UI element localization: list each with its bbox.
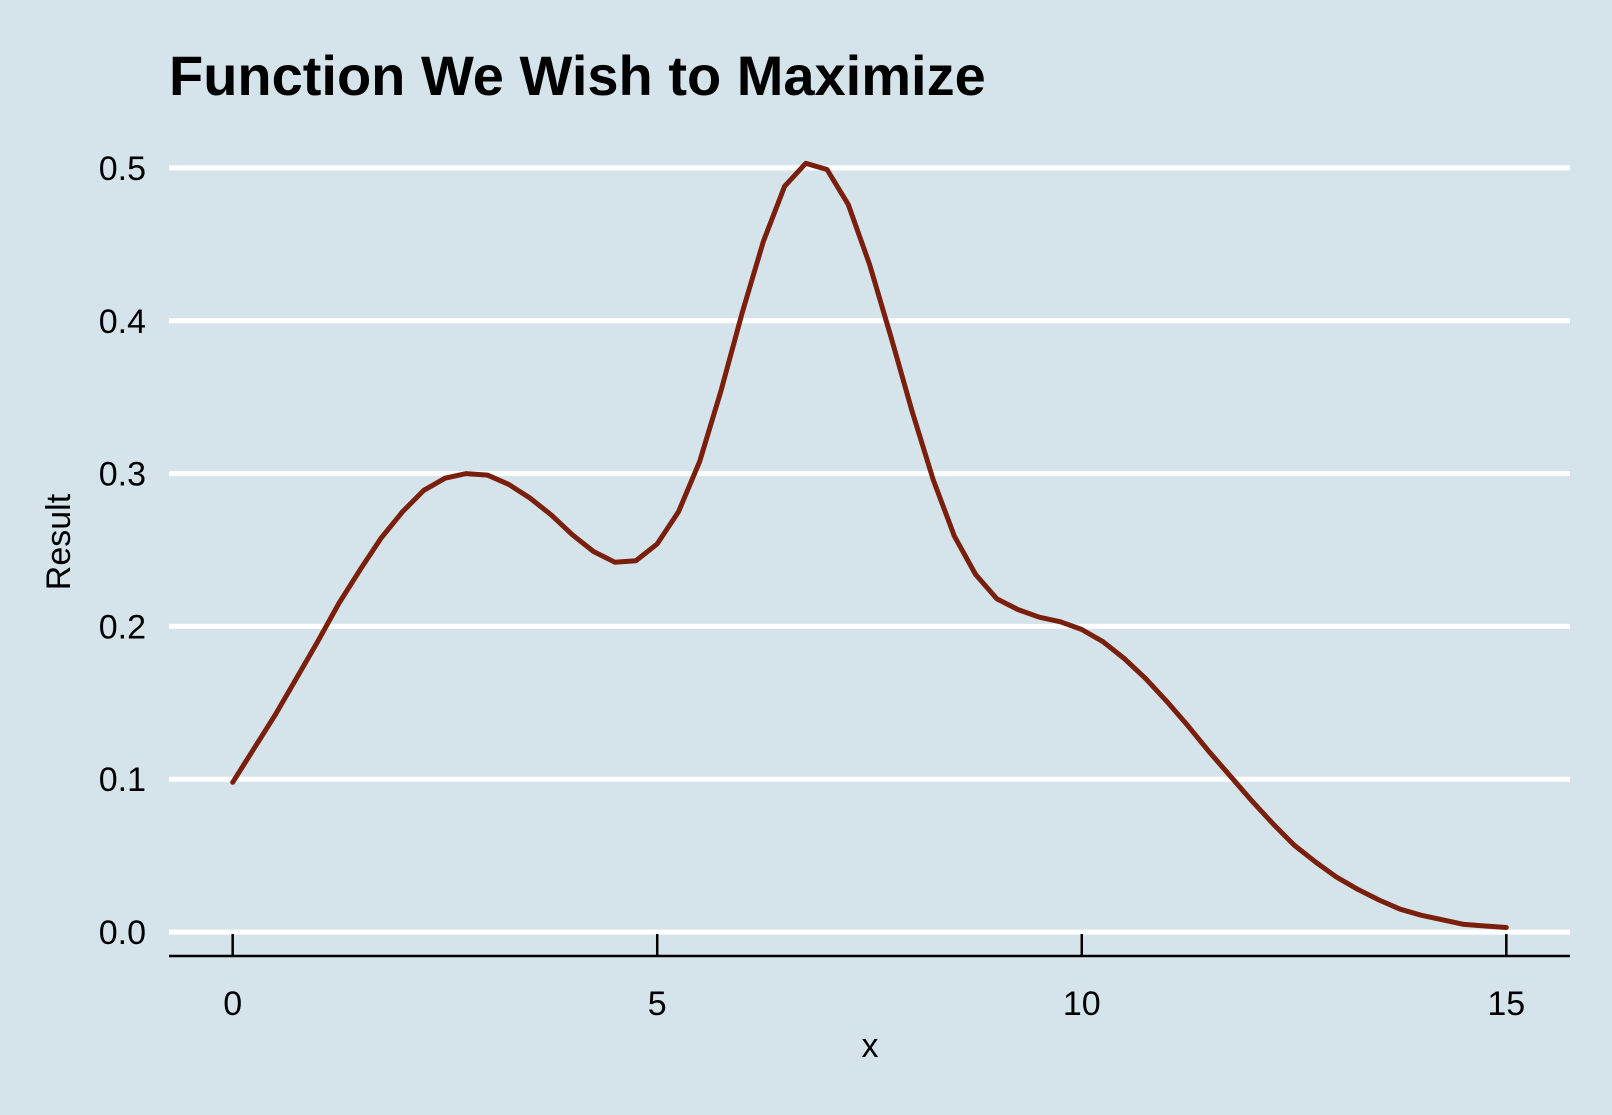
chart-title: Function We Wish to Maximize: [169, 44, 986, 107]
y-axis: 0.0 0.1 0.2 0.3 0.4 0.5: [99, 150, 146, 952]
x-tick-label: 0: [223, 985, 242, 1023]
x-tick-label: 15: [1487, 985, 1525, 1023]
series-layer: [230, 160, 1509, 930]
y-tick-label: 0.0: [99, 914, 146, 952]
x-axis: 0 5 10 15: [169, 934, 1570, 1023]
y-tick-label: 0.5: [99, 150, 146, 188]
y-tick-label: 0.3: [99, 456, 146, 494]
y-tick-label: 0.2: [99, 608, 146, 646]
x-axis-title: x: [862, 1027, 879, 1065]
y-tick-label: 0.4: [99, 303, 146, 341]
series-line: [230, 160, 1509, 930]
y-tick-label: 0.1: [99, 761, 146, 799]
x-tick-label: 5: [648, 985, 667, 1023]
y-axis-title: Result: [40, 493, 78, 590]
x-tick-label: 10: [1063, 985, 1101, 1023]
gridlines: [169, 165, 1570, 935]
